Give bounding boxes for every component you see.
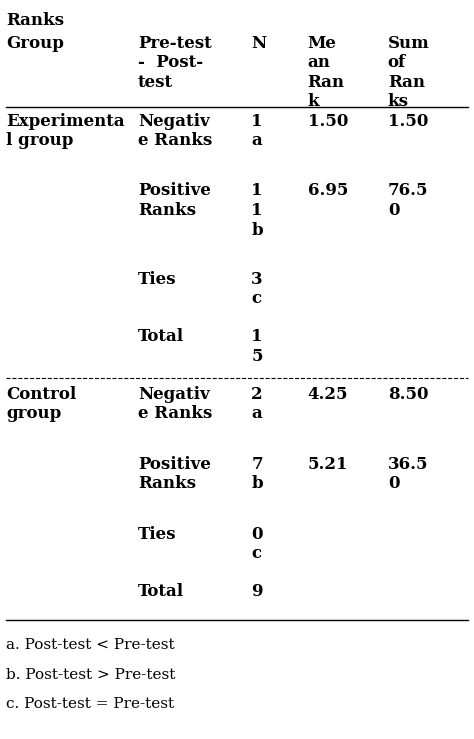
Text: Positive
Ranks: Positive Ranks [138,183,211,219]
Text: Me
an
Ran
k: Me an Ran k [308,35,345,110]
Text: 9: 9 [251,583,263,600]
Text: Ties: Ties [138,271,176,288]
Text: Total: Total [138,583,184,600]
Text: Sum
of
Ran
ks: Sum of Ran ks [388,35,429,110]
Text: b. Post-test > Pre-test: b. Post-test > Pre-test [6,667,175,681]
Text: 8.50: 8.50 [388,386,428,403]
Text: Experimenta
l group: Experimenta l group [6,112,125,149]
Text: Ties: Ties [138,525,176,542]
Text: 1
5: 1 5 [251,328,263,365]
Text: 1.50: 1.50 [308,112,348,129]
Text: Control
group: Control group [6,386,76,422]
Text: 1
1
b: 1 1 b [251,183,263,239]
Text: 3
c: 3 c [251,271,263,307]
Text: Pre-test
-  Post-
test: Pre-test - Post- test [138,35,212,91]
Text: Negativ
e Ranks: Negativ e Ranks [138,386,212,422]
Text: a. Post-test < Pre-test: a. Post-test < Pre-test [6,638,175,653]
Text: c. Post-test = Pre-test: c. Post-test = Pre-test [6,697,174,711]
Text: 0
c: 0 c [251,525,263,562]
Text: 76.5
0: 76.5 0 [388,183,428,219]
Text: N: N [251,35,266,52]
Text: Group: Group [6,35,64,52]
Text: 1
a: 1 a [251,112,263,149]
Text: 6.95: 6.95 [308,183,348,200]
Text: 5.21: 5.21 [308,456,348,473]
Text: 2
a: 2 a [251,386,263,422]
Text: 7
b: 7 b [251,456,263,492]
Text: Negativ
e Ranks: Negativ e Ranks [138,112,212,149]
Text: Total: Total [138,328,184,345]
Text: 36.5
0: 36.5 0 [388,456,428,492]
Text: Positive
Ranks: Positive Ranks [138,456,211,492]
Text: 4.25: 4.25 [308,386,348,403]
Text: 1.50: 1.50 [388,112,428,129]
Text: Ranks: Ranks [6,13,64,30]
